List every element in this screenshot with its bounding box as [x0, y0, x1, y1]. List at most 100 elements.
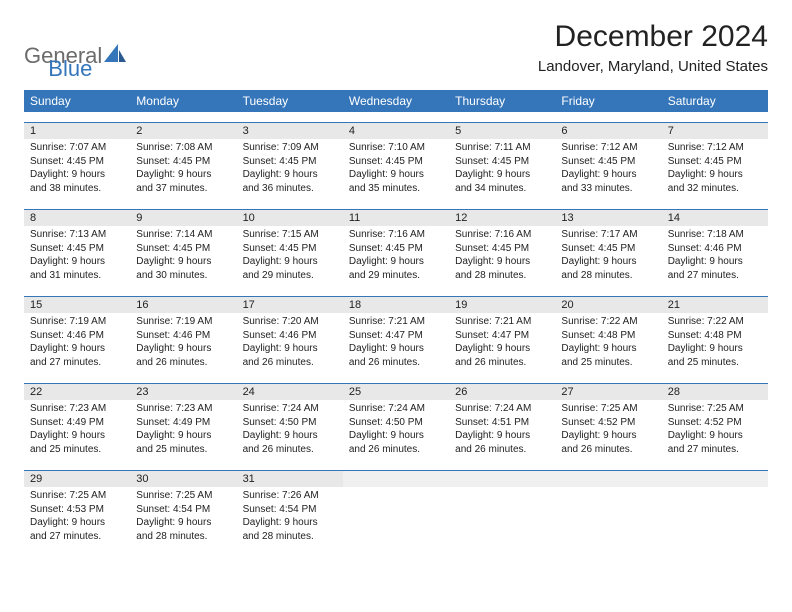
day-body: Sunrise: 7:12 AMSunset: 4:45 PMDaylight:… [555, 139, 661, 199]
sunset-text: Sunset: 4:48 PM [668, 329, 762, 343]
sunrise-text: Sunrise: 7:24 AM [243, 402, 337, 416]
sunset-text: Sunset: 4:45 PM [243, 155, 337, 169]
day-number: 19 [449, 296, 555, 313]
day-cell: 25Sunrise: 7:24 AMSunset: 4:50 PMDayligh… [343, 383, 449, 460]
sunrise-text: Sunrise: 7:18 AM [668, 228, 762, 242]
day-body: Sunrise: 7:24 AMSunset: 4:51 PMDaylight:… [449, 400, 555, 460]
week-row: 1Sunrise: 7:07 AMSunset: 4:45 PMDaylight… [24, 122, 768, 199]
sunrise-text: Sunrise: 7:12 AM [561, 141, 655, 155]
sunrise-text: Sunrise: 7:07 AM [30, 141, 124, 155]
day-body: Sunrise: 7:20 AMSunset: 4:46 PMDaylight:… [237, 313, 343, 373]
sunset-text: Sunset: 4:46 PM [30, 329, 124, 343]
day-number: 1 [24, 122, 130, 139]
day-number: 3 [237, 122, 343, 139]
day-body: Sunrise: 7:08 AMSunset: 4:45 PMDaylight:… [130, 139, 236, 199]
sunrise-text: Sunrise: 7:25 AM [30, 489, 124, 503]
day-body: Sunrise: 7:12 AMSunset: 4:45 PMDaylight:… [662, 139, 768, 199]
sunrise-text: Sunrise: 7:16 AM [349, 228, 443, 242]
weekday-header: Sunday [24, 90, 130, 112]
sunrise-text: Sunrise: 7:26 AM [243, 489, 337, 503]
weekday-header-row: SundayMondayTuesdayWednesdayThursdayFrid… [24, 90, 768, 112]
day-body: Sunrise: 7:16 AMSunset: 4:45 PMDaylight:… [343, 226, 449, 286]
empty-day-bar [449, 470, 555, 487]
day-body: Sunrise: 7:15 AMSunset: 4:45 PMDaylight:… [237, 226, 343, 286]
day-number: 7 [662, 122, 768, 139]
day-cell: 5Sunrise: 7:11 AMSunset: 4:45 PMDaylight… [449, 122, 555, 199]
daylight-text: Daylight: 9 hours and 26 minutes. [349, 342, 443, 369]
day-cell: 28Sunrise: 7:25 AMSunset: 4:52 PMDayligh… [662, 383, 768, 460]
sunset-text: Sunset: 4:53 PM [30, 503, 124, 517]
sunrise-text: Sunrise: 7:22 AM [668, 315, 762, 329]
daylight-text: Daylight: 9 hours and 26 minutes. [136, 342, 230, 369]
day-cell: 21Sunrise: 7:22 AMSunset: 4:48 PMDayligh… [662, 296, 768, 373]
weekday-header: Tuesday [237, 90, 343, 112]
day-number: 17 [237, 296, 343, 313]
day-body: Sunrise: 7:09 AMSunset: 4:45 PMDaylight:… [237, 139, 343, 199]
daylight-text: Daylight: 9 hours and 33 minutes. [561, 168, 655, 195]
day-cell [343, 470, 449, 547]
sunset-text: Sunset: 4:45 PM [561, 155, 655, 169]
day-cell: 29Sunrise: 7:25 AMSunset: 4:53 PMDayligh… [24, 470, 130, 547]
day-body: Sunrise: 7:10 AMSunset: 4:45 PMDaylight:… [343, 139, 449, 199]
daylight-text: Daylight: 9 hours and 36 minutes. [243, 168, 337, 195]
empty-day-bar [555, 470, 661, 487]
daylight-text: Daylight: 9 hours and 27 minutes. [668, 255, 762, 282]
sunrise-text: Sunrise: 7:21 AM [455, 315, 549, 329]
day-cell: 16Sunrise: 7:19 AMSunset: 4:46 PMDayligh… [130, 296, 236, 373]
day-number: 18 [343, 296, 449, 313]
day-cell [662, 470, 768, 547]
sunset-text: Sunset: 4:48 PM [561, 329, 655, 343]
day-body: Sunrise: 7:13 AMSunset: 4:45 PMDaylight:… [24, 226, 130, 286]
logo-text-blue: Blue [48, 56, 92, 82]
week-row: 29Sunrise: 7:25 AMSunset: 4:53 PMDayligh… [24, 470, 768, 547]
daylight-text: Daylight: 9 hours and 26 minutes. [561, 429, 655, 456]
day-number: 28 [662, 383, 768, 400]
day-number: 13 [555, 209, 661, 226]
sunset-text: Sunset: 4:49 PM [30, 416, 124, 430]
day-number: 5 [449, 122, 555, 139]
day-body: Sunrise: 7:26 AMSunset: 4:54 PMDaylight:… [237, 487, 343, 547]
weekday-header: Wednesday [343, 90, 449, 112]
sunrise-text: Sunrise: 7:25 AM [561, 402, 655, 416]
sunset-text: Sunset: 4:45 PM [30, 155, 124, 169]
daylight-text: Daylight: 9 hours and 34 minutes. [455, 168, 549, 195]
weekday-header: Monday [130, 90, 236, 112]
weekday-header: Saturday [662, 90, 768, 112]
day-cell: 31Sunrise: 7:26 AMSunset: 4:54 PMDayligh… [237, 470, 343, 547]
day-number: 10 [237, 209, 343, 226]
sunrise-text: Sunrise: 7:23 AM [30, 402, 124, 416]
day-cell: 15Sunrise: 7:19 AMSunset: 4:46 PMDayligh… [24, 296, 130, 373]
day-number: 23 [130, 383, 236, 400]
sunrise-text: Sunrise: 7:08 AM [136, 141, 230, 155]
day-number: 16 [130, 296, 236, 313]
sunset-text: Sunset: 4:45 PM [561, 242, 655, 256]
day-cell: 19Sunrise: 7:21 AMSunset: 4:47 PMDayligh… [449, 296, 555, 373]
daylight-text: Daylight: 9 hours and 38 minutes. [30, 168, 124, 195]
day-body: Sunrise: 7:24 AMSunset: 4:50 PMDaylight:… [343, 400, 449, 460]
daylight-text: Daylight: 9 hours and 26 minutes. [349, 429, 443, 456]
daylight-text: Daylight: 9 hours and 26 minutes. [243, 342, 337, 369]
day-number: 6 [555, 122, 661, 139]
day-cell: 13Sunrise: 7:17 AMSunset: 4:45 PMDayligh… [555, 209, 661, 286]
day-cell: 20Sunrise: 7:22 AMSunset: 4:48 PMDayligh… [555, 296, 661, 373]
daylight-text: Daylight: 9 hours and 25 minutes. [668, 342, 762, 369]
sunset-text: Sunset: 4:45 PM [668, 155, 762, 169]
daylight-text: Daylight: 9 hours and 25 minutes. [30, 429, 124, 456]
day-body: Sunrise: 7:21 AMSunset: 4:47 PMDaylight:… [343, 313, 449, 373]
day-body: Sunrise: 7:19 AMSunset: 4:46 PMDaylight:… [130, 313, 236, 373]
sunrise-text: Sunrise: 7:17 AM [561, 228, 655, 242]
header: General Blue December 2024 Landover, Mar… [24, 20, 768, 82]
sunrise-text: Sunrise: 7:10 AM [349, 141, 443, 155]
sunrise-text: Sunrise: 7:16 AM [455, 228, 549, 242]
day-body: Sunrise: 7:23 AMSunset: 4:49 PMDaylight:… [24, 400, 130, 460]
day-body: Sunrise: 7:25 AMSunset: 4:54 PMDaylight:… [130, 487, 236, 547]
daylight-text: Daylight: 9 hours and 29 minutes. [349, 255, 443, 282]
day-number: 20 [555, 296, 661, 313]
day-cell: 6Sunrise: 7:12 AMSunset: 4:45 PMDaylight… [555, 122, 661, 199]
day-cell: 12Sunrise: 7:16 AMSunset: 4:45 PMDayligh… [449, 209, 555, 286]
daylight-text: Daylight: 9 hours and 27 minutes. [30, 516, 124, 543]
day-number: 14 [662, 209, 768, 226]
sunset-text: Sunset: 4:45 PM [349, 155, 443, 169]
week-row: 22Sunrise: 7:23 AMSunset: 4:49 PMDayligh… [24, 383, 768, 460]
day-number: 2 [130, 122, 236, 139]
